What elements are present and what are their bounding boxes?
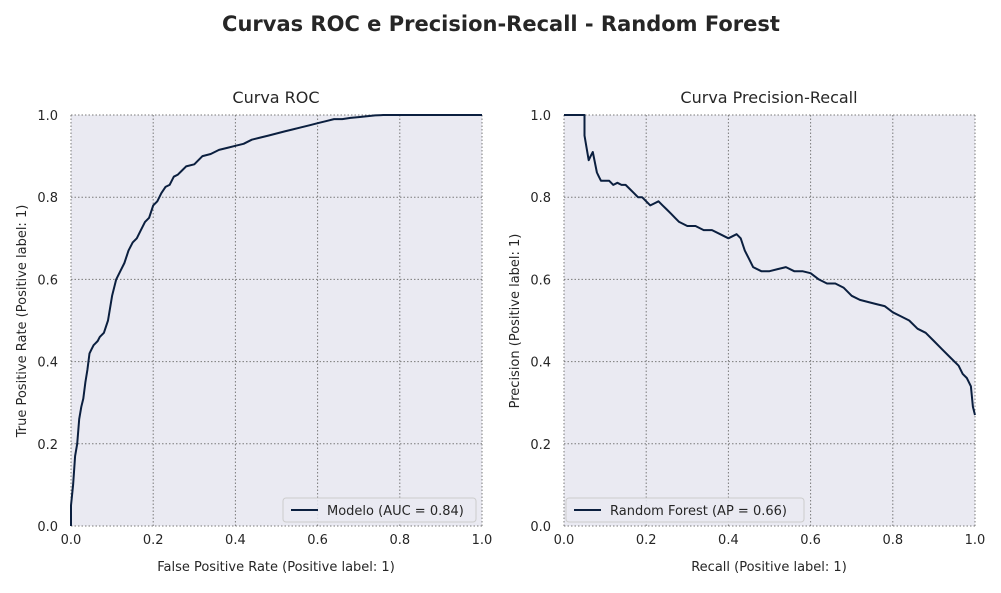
pr-curve [564, 114, 976, 416]
roc-curve [70, 114, 482, 526]
pr-x-tick-label: 0.6 [800, 533, 821, 548]
pr-panel: Curva Precision-Recall Recall (Positive … [508, 88, 985, 575]
roc-legend: Modelo (AUC = 0.84) [282, 497, 477, 523]
roc-x-tick-label: 0.8 [389, 533, 410, 548]
pr-y-tick-label: 0.4 [530, 356, 551, 371]
pr-title: Curva Precision-Recall [680, 88, 857, 107]
pr-x-tick-label: 0.4 [718, 533, 739, 548]
pr-y-tick-label: 0.0 [530, 520, 551, 535]
pr-ylabel: Precision (Positive label: 1) [508, 234, 523, 409]
pr-plot-area [564, 115, 975, 526]
roc-x-tick-label: 0.0 [61, 533, 82, 548]
roc-ylabel: True Positive Rate (Positive label: 1) [15, 205, 30, 439]
roc-panel: Curva ROC False Positive Rate (Positive … [15, 88, 492, 575]
roc-y-tick-label: 0.6 [37, 273, 58, 288]
roc-x-tick-label: 0.4 [225, 533, 246, 548]
pr-x-tick-label: 0.8 [882, 533, 903, 548]
pr-y-tick-label: 0.2 [530, 438, 551, 453]
pr-legend-label: Random Forest (AP = 0.66) [610, 504, 787, 519]
roc-y-tick-label: 0.0 [37, 520, 58, 535]
roc-title: Curva ROC [232, 88, 319, 107]
pr-legend-box [565, 497, 805, 523]
figure-title: Curvas ROC e Precision-Recall - Random F… [222, 12, 780, 36]
pr-y-tick-label: 0.8 [530, 191, 551, 206]
roc-x-tick-label: 1.0 [472, 533, 493, 548]
roc-legend-label: Modelo (AUC = 0.84) [327, 504, 464, 519]
pr-x-tick-label: 1.0 [965, 533, 986, 548]
roc-y-tick-label: 0.2 [37, 438, 58, 453]
roc-y-tick-label: 0.8 [37, 191, 58, 206]
roc-plot-area [71, 115, 482, 526]
pr-x-tick-label: 0.0 [554, 533, 575, 548]
roc-xlabel: False Positive Rate (Positive label: 1) [157, 560, 395, 575]
roc-y-tick-label: 1.0 [37, 109, 58, 124]
pr-x-tick-label: 0.2 [636, 533, 657, 548]
roc-legend-box [282, 497, 477, 523]
roc-x-tick-label: 0.6 [307, 533, 328, 548]
pr-y-tick-label: 0.6 [530, 273, 551, 288]
roc-y-tick-label: 0.4 [37, 356, 58, 371]
roc-x-tick-label: 0.2 [143, 533, 164, 548]
pr-legend: Random Forest (AP = 0.66) [565, 497, 805, 523]
pr-xlabel: Recall (Positive label: 1) [691, 560, 847, 575]
pr-y-tick-label: 1.0 [530, 109, 551, 124]
